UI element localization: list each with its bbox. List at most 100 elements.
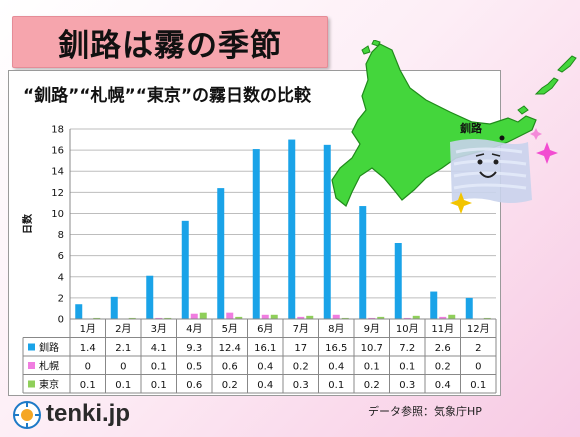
data-label: 0.6: [186, 380, 202, 391]
data-label: 0.2: [364, 380, 380, 391]
bar: [93, 317, 101, 319]
data-label: 0: [120, 362, 126, 373]
data-label: 12.4: [219, 343, 241, 354]
bar: [252, 149, 260, 319]
x-tick-label: 6月: [257, 323, 273, 335]
data-label: 0.5: [186, 362, 202, 373]
data-label: 2: [475, 343, 481, 354]
x-tick-label: 11月: [431, 323, 454, 335]
data-label: 2.1: [115, 343, 131, 354]
bar: [412, 315, 420, 319]
y-tick-label: 16: [51, 146, 64, 157]
kushiro-marker: [499, 135, 505, 141]
x-tick-label: 7月: [293, 323, 309, 335]
data-label: 0.4: [328, 362, 344, 373]
bar: [403, 317, 411, 319]
data-label: 17: [294, 343, 307, 354]
legend-swatch: [28, 362, 35, 369]
legend-label: 札幌: [39, 360, 59, 373]
bar: [465, 297, 473, 319]
bar: [297, 316, 305, 319]
y-tick-label: 10: [51, 209, 64, 220]
bar: [270, 314, 278, 319]
data-label: 0.1: [115, 380, 131, 391]
data-label: 0: [85, 362, 91, 373]
data-label: 0.1: [151, 380, 167, 391]
y-tick-label: 12: [51, 188, 64, 199]
x-tick-label: 5月: [222, 323, 238, 335]
bar: [164, 317, 172, 319]
data-label: 0.2: [435, 362, 451, 373]
data-label: 16.1: [254, 343, 276, 354]
data-label: 0.1: [399, 362, 415, 373]
data-label: 0.6: [222, 362, 238, 373]
data-label: 0.2: [222, 380, 238, 391]
bar: [217, 188, 225, 319]
y-tick-label: 0: [58, 315, 64, 326]
x-tick-label: 10月: [396, 323, 419, 335]
data-label: 0: [475, 362, 481, 373]
x-tick-label: 8月: [328, 323, 344, 335]
y-tick-label: 14: [51, 167, 64, 178]
data-label: 9.3: [186, 343, 202, 354]
bar: [128, 317, 136, 319]
data-label: 0.1: [328, 380, 344, 391]
bar: [288, 139, 296, 319]
fog-cloud-icon: [450, 139, 532, 203]
legend-label: 釧路: [39, 341, 59, 354]
x-tick-label: 9月: [364, 323, 380, 335]
data-label: 2.6: [435, 343, 451, 354]
x-tick-label: 3月: [151, 323, 167, 335]
data-label: 7.2: [399, 343, 415, 354]
legend-label: 東京: [39, 378, 59, 391]
x-tick-label: 1月: [80, 323, 96, 335]
bar: [235, 316, 243, 319]
data-label: 4.1: [151, 343, 167, 354]
bar: [368, 317, 376, 319]
tenki-logo: tenki.jp: [10, 398, 170, 432]
bar: [394, 243, 402, 319]
y-tick-label: 18: [51, 125, 64, 136]
data-label: 16.5: [325, 343, 347, 354]
hokkaido-map-illustration: 釧路: [331, 40, 577, 214]
bar: [110, 296, 118, 319]
bar: [190, 313, 198, 319]
data-label: 0.2: [293, 362, 309, 373]
bar: [261, 314, 269, 319]
bar: [75, 304, 83, 319]
bar: [199, 312, 207, 319]
data-label: 10.7: [361, 343, 383, 354]
logo-text: tenki.jp: [46, 400, 131, 427]
legend-swatch: [28, 343, 35, 351]
data-label: 0.4: [257, 380, 273, 391]
bar: [448, 314, 456, 319]
hokkaido-island: [331, 43, 537, 207]
bar: [439, 316, 447, 319]
data-label: 0.1: [80, 380, 96, 391]
data-label: 0.1: [470, 380, 486, 391]
sparkle-icon: [450, 128, 558, 214]
data-label: 1.4: [80, 343, 96, 354]
map-label-kushiro: 釧路: [459, 121, 483, 135]
y-tick-label: 4: [58, 272, 64, 283]
page-title: 釧路は霧の季節: [12, 16, 328, 68]
data-label: 0.4: [435, 380, 451, 391]
y-tick-label: 6: [58, 251, 64, 262]
tenki-logo-icon: [13, 401, 41, 429]
bar: [323, 144, 331, 319]
bar: [377, 316, 385, 319]
bar: [341, 317, 349, 319]
chart-title: “釧路”“札幌”“東京”の霧日数の比較: [23, 86, 312, 106]
bar: [332, 314, 340, 319]
bar: [430, 291, 438, 319]
bar: [359, 206, 367, 319]
y-tick-label: 2: [58, 293, 64, 304]
x-tick-label: 4月: [186, 323, 202, 335]
data-label: 0.3: [399, 380, 415, 391]
fog-days-chart: 0 2 4 6 8 10 12 14 16 18 日数 1月 2月 3月 4月 5月 6月 7月 8月 9月 10月 11…: [21, 125, 497, 394]
y-tick-label: 8: [58, 230, 64, 241]
data-label: 0.4: [257, 362, 273, 373]
bar: [181, 220, 189, 319]
data-label: 0.1: [151, 362, 167, 373]
source-credit: データ参照：気象庁HP: [368, 405, 482, 418]
